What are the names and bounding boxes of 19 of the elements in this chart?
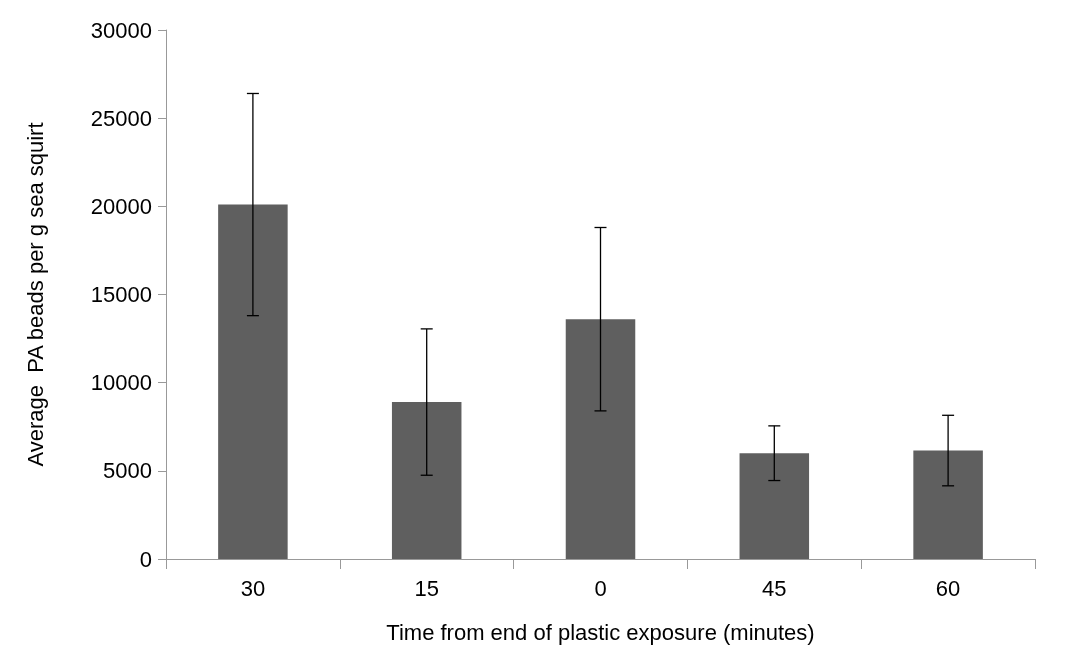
y-tick-label: 20000 (90, 193, 152, 219)
x-tick-label: 0 (594, 575, 607, 601)
x-tick-label: 45 (762, 575, 787, 601)
y-tick-label: 30000 (90, 17, 152, 43)
x-axis-title: Time from end of plastic exposure (minutes) (386, 619, 815, 645)
x-tick-label: 15 (414, 575, 439, 601)
y-tick-label: 5000 (103, 458, 152, 484)
bar (913, 450, 983, 559)
bar (565, 319, 636, 559)
x-tick-label: 60 (935, 575, 961, 601)
y-tick-label: 25000 (90, 105, 152, 131)
bar (391, 402, 462, 559)
bar (739, 453, 810, 559)
x-tick-label: 30 (240, 575, 266, 601)
y-tick-label: 15000 (90, 282, 152, 307)
y-tick-label: 10000 (90, 370, 152, 396)
y-tick-label: 0 (139, 546, 152, 572)
y-axis-title: Average PA beads per g sea squirt (22, 122, 48, 467)
bar (218, 204, 288, 559)
